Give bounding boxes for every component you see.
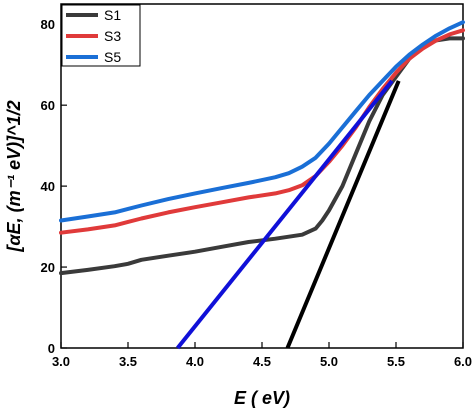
series-line-s1 xyxy=(59,36,465,276)
plot-content xyxy=(59,20,465,350)
y-axis-title: [αE, (m⁻¹ eV)]^1/2 xyxy=(4,100,24,252)
series-line-s5 xyxy=(59,20,465,223)
y-tick-label: 0 xyxy=(48,341,55,356)
y-tick-label: 40 xyxy=(41,179,55,194)
x-axis-ticks: 3.0 3.5 4.0 4.5 5.0 5.5 6.0 xyxy=(52,342,472,369)
x-tick-label: 4.5 xyxy=(253,354,271,369)
x-tick-label: 5.5 xyxy=(387,354,405,369)
x-tick-label: 6.0 xyxy=(454,354,472,369)
tangent-fit-line xyxy=(285,80,401,349)
y-tick-label: 60 xyxy=(41,98,55,113)
tangent-fit-line xyxy=(176,79,394,350)
legend: S1 S3 S5 xyxy=(61,4,141,67)
y-axis-ticks: 0 20 40 60 80 xyxy=(41,17,67,356)
legend-label-s3: S3 xyxy=(104,28,121,44)
legend-label-s5: S5 xyxy=(104,49,121,65)
y-tick-label: 80 xyxy=(41,17,55,32)
x-tick-label: 3.0 xyxy=(52,354,70,369)
x-tick-label: 3.5 xyxy=(119,354,137,369)
y-tick-label: 20 xyxy=(41,260,55,275)
x-tick-label: 5.0 xyxy=(320,354,338,369)
x-tick-label: 4.0 xyxy=(186,354,204,369)
x-axis-title: E ( eV) xyxy=(234,388,290,408)
legend-label-s1: S1 xyxy=(104,7,121,23)
